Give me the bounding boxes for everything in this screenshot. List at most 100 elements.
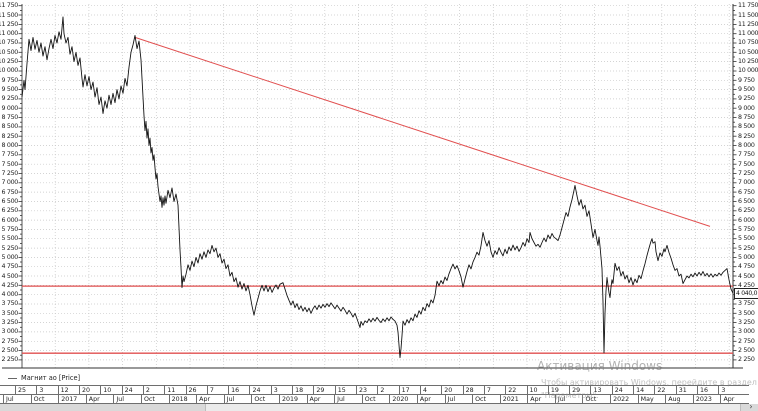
time-axis-month-cell: Apr — [527, 395, 555, 404]
y-axis-label-left: 6 500 — [1, 197, 18, 205]
y-axis-label-left: 10 000 — [0, 67, 18, 75]
time-axis-month-cell: 2018 — [168, 395, 197, 404]
time-axis-day-cell: 2 — [377, 386, 398, 395]
y-axis-label-left: 4 500 — [1, 272, 18, 280]
time-axis-month-cell: Jul — [334, 395, 362, 404]
legend-series-label: Магнит ао [Price] — [21, 374, 81, 382]
y-axis-label-right: 6 750 — [738, 188, 755, 196]
time-axis-month-cell: Oct — [582, 395, 610, 404]
time-axis-day-cell: 31 — [675, 386, 697, 395]
descending-trendline[interactable] — [134, 36, 711, 227]
y-axis-label-right: 3 500 — [738, 309, 755, 317]
y-axis-label-right: 3 000 — [738, 328, 755, 336]
y-axis-label-left: 6 250 — [1, 207, 18, 215]
time-axis-day-cell: 7 — [483, 386, 505, 395]
y-axis-label-right: 9 750 — [738, 76, 755, 84]
time-axis-day-cell: 10 — [526, 386, 548, 395]
time-axis-day-cell: 13 — [590, 386, 611, 395]
time-axis-day-cell: 3 — [718, 386, 739, 395]
time-axis-month-cell: 2017 — [58, 395, 86, 404]
y-axis-label-right: 11 750 — [738, 2, 758, 10]
time-axis-month-cell: Oct — [30, 395, 59, 404]
y-axis-label-left: 4 250 — [1, 281, 18, 289]
time-axis-month-cell: Jul — [113, 395, 141, 404]
y-axis-label-left: 3 750 — [1, 300, 18, 308]
price-series-line — [21, 16, 734, 359]
time-axis-day-cell: 24 — [249, 386, 270, 395]
time-axis-month-cell: 2022 — [610, 395, 638, 404]
y-axis-label-right: 10 750 — [738, 39, 758, 47]
y-axis-label-right: 3 250 — [738, 319, 755, 327]
y-axis-label-left: 6 000 — [1, 216, 18, 224]
y-axis-label-right: 2 250 — [738, 356, 755, 364]
time-axis-day-cell: 24 — [611, 386, 633, 395]
y-axis-label-right: 9 000 — [738, 104, 755, 112]
timescale-border-mid — [0, 394, 749, 395]
y-axis-label-right: 9 250 — [738, 95, 755, 103]
y-axis-label-left: 3 000 — [1, 328, 18, 336]
time-axis-day-cell: 7 — [206, 386, 228, 395]
y-axis-label-left: 3 500 — [1, 309, 18, 317]
time-axis-month-cell: 2021 — [499, 395, 528, 404]
y-axis-label-left: 10 750 — [0, 39, 18, 47]
y-axis-label-right: 6 000 — [738, 216, 755, 224]
time-axis-month-cell: Jul — [444, 395, 473, 404]
y-axis-label-left: 9 000 — [1, 104, 18, 112]
time-axis-day-cell: 19 — [547, 386, 569, 395]
time-axis-day-cell: 24 — [121, 386, 143, 395]
time-axis-month-cell: Apr — [196, 395, 224, 404]
y-axis-label-left: 7 500 — [1, 160, 18, 168]
y-axis-label-right: 6 500 — [738, 197, 755, 205]
y-axis-label-left: 4 000 — [1, 291, 18, 299]
y-axis-label-left: 2 500 — [1, 347, 18, 355]
y-axis-label-left: 9 500 — [1, 86, 18, 94]
y-axis-label-left: 4 750 — [1, 263, 18, 271]
windows-activation-watermark-text: Чтобы активировать Windows, перейдите в … — [541, 378, 757, 387]
time-axis-months-row: Jul Oct 2017 Apr Jul Oct 2018 Apr Jul Oct 2019 Apr J… — [3, 395, 748, 404]
time-axis-month-cell: Oct — [361, 395, 390, 404]
y-axis-label-left: 7 000 — [1, 179, 18, 187]
y-axis-label-left: 9 750 — [1, 76, 18, 84]
time-axis-month-cell: Apr — [720, 395, 748, 404]
y-axis-label-right: 10 500 — [738, 48, 758, 56]
time-axis-day-cell: 25 — [15, 386, 36, 395]
time-axis-day-cell: 29 — [313, 386, 334, 395]
time-axis-day-cell: 4 — [419, 386, 441, 395]
y-axis-label-left: 7 250 — [1, 169, 18, 177]
y-axis-label-left: 11 000 — [0, 30, 18, 38]
time-axis-month-cell: Apr — [306, 395, 335, 404]
time-axis-day-cell: 16 — [228, 386, 249, 395]
y-axis-label-left: 9 250 — [1, 95, 18, 103]
y-axis-label-right: 5 750 — [738, 225, 755, 233]
y-axis-label-right: 10 000 — [738, 67, 758, 75]
y-axis-label-right: 6 250 — [738, 207, 755, 215]
y-axis-label-right: 8 250 — [738, 132, 755, 140]
time-axis-day-cell: 20 — [441, 386, 462, 395]
scrollbar-thumb[interactable] — [205, 404, 741, 411]
y-axis-label-left: 7 750 — [1, 151, 18, 159]
y-axis-label-left: 11 500 — [0, 11, 18, 19]
last-price-box: 4 040,0 — [734, 288, 758, 299]
time-axis-day-cell: 26 — [185, 386, 207, 395]
scrollbar-right-arrow-icon[interactable]: › — [744, 403, 758, 411]
y-axis-label-right: 7 000 — [738, 179, 755, 187]
time-axis-day-cell: 17 — [398, 386, 420, 395]
y-axis-label-right: 8 500 — [738, 123, 755, 131]
time-axis-day-cell: 12 — [57, 386, 79, 395]
y-axis-label-right: 7 750 — [738, 151, 755, 159]
y-axis-label-left: 8 500 — [1, 123, 18, 131]
y-axis-label-left: 8 250 — [1, 132, 18, 140]
y-axis-label-left: 3 250 — [1, 319, 18, 327]
y-axis-label-left: 2 250 — [1, 356, 18, 364]
time-axis-day-cell: 18 — [292, 386, 313, 395]
time-axis-month-cell: Jul — [223, 395, 252, 404]
y-axis-label-right: 10 250 — [738, 58, 758, 66]
y-axis-label-right: 3 750 — [738, 300, 755, 308]
y-axis-label-left: 5 000 — [1, 253, 18, 261]
y-axis-label-right: 4 250 — [738, 281, 755, 289]
time-axis-day-cell: 3 — [36, 386, 57, 395]
horizontal-scrollbar[interactable]: › — [0, 403, 758, 411]
time-axis-month-cell: Jul — [554, 395, 583, 404]
